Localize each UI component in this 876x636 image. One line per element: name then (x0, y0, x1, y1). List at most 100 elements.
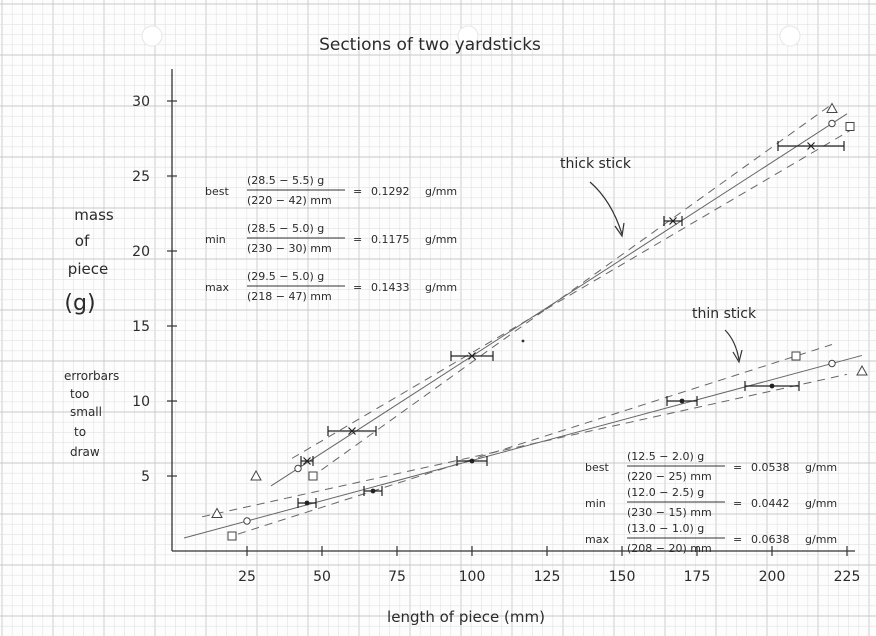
thick-min-denominator: (230 − 30) mm (247, 242, 332, 255)
x-tick-label: 25 (238, 569, 256, 585)
thin-data-point (370, 488, 376, 494)
y-tick-label: 10 (132, 394, 150, 410)
x-tick-label: 225 (834, 569, 861, 585)
thick-data-point (303, 457, 311, 465)
y-tick-label: 25 (132, 169, 150, 185)
thin-max-marker (791, 351, 801, 361)
thick-stick-arrow (589, 181, 623, 235)
thin-min-unit: g/mm (805, 497, 837, 510)
thin-min-fit-line (201, 373, 848, 518)
axes: 25 50 75 100 125 150 175 200 225 5 10 15 20 25 30 (132, 69, 860, 585)
y-axis-label: mass of piece (g) (64, 206, 113, 316)
thin-data-point (469, 458, 475, 464)
x-tick-label: 50 (313, 569, 331, 585)
thin-best-label: best (585, 461, 609, 474)
stray-dot (521, 339, 525, 343)
thick-min-equals: = (353, 233, 362, 246)
y-tick-label: 5 (141, 469, 150, 485)
thin-best-unit: g/mm (805, 461, 837, 474)
fit-lines (183, 102, 868, 541)
y-label-line-4: (g) (64, 291, 95, 316)
thin-max-numerator: (13.0 − 1.0) g (627, 522, 704, 535)
binder-hole-left (141, 25, 163, 47)
x-tick-label: 150 (609, 569, 636, 585)
thin-best-denominator: (220 − 25) mm (627, 470, 712, 483)
thin-best-equals: = (733, 461, 742, 474)
thick-max-denominator: (218 − 47) mm (247, 290, 332, 303)
thick-stick-label: thick stick (560, 156, 632, 172)
thin-slope-calculations: best (12.5 − 2.0) g (220 − 25) mm = 0.0538 g/… (585, 450, 837, 555)
thick-best-label: best (205, 185, 229, 198)
thick-min-marker (826, 102, 838, 113)
note-line-4: to (74, 425, 86, 439)
thin-max-label: max (585, 533, 609, 546)
thick-best-fit-line (270, 113, 848, 487)
x-tick-label: 175 (684, 569, 711, 585)
thin-max-fit-line (237, 344, 833, 535)
thin-min-numerator: (12.0 − 2.5) g (627, 486, 704, 499)
y-label-line-2: of (75, 232, 90, 250)
thin-min-marker (211, 507, 223, 518)
thick-max-unit: g/mm (425, 281, 457, 294)
thick-slope-calculations: best (28.5 − 5.5) g (220 − 42) mm = 0.1292 g/… (205, 174, 457, 303)
x-tick-label: 125 (534, 569, 561, 585)
thick-min-fit-line (291, 130, 851, 459)
y-tick-label: 15 (132, 319, 150, 335)
thin-min-equals: = (733, 497, 742, 510)
thin-best-marker (243, 517, 251, 525)
thick-data-point (348, 427, 356, 435)
thick-best-marker (294, 464, 302, 473)
thick-stick-arrowhead (614, 222, 625, 238)
thick-best-equals: = (353, 185, 362, 198)
note-line-1: errorbars (64, 369, 119, 383)
x-axis-label: length of piece (mm) (387, 608, 545, 626)
thin-best-marker (828, 359, 836, 368)
thick-data-point (669, 217, 677, 225)
thick-min-unit: g/mm (425, 233, 457, 246)
thick-max-fit-line (309, 103, 833, 479)
thin-min-result: 0.0442 (751, 497, 790, 510)
thick-best-denominator: (220 − 42) mm (247, 194, 332, 207)
thin-data-point (679, 398, 685, 404)
thick-max-numerator: (29.5 − 5.0) g (247, 270, 324, 283)
thick-best-numerator: (28.5 − 5.5) g (247, 174, 324, 187)
thick-data-point (807, 142, 815, 150)
thin-data-point (769, 383, 775, 389)
thick-best-unit: g/mm (425, 185, 457, 198)
thin-stick-arrow (724, 329, 740, 361)
thick-max-label: max (205, 281, 229, 294)
thin-data-point (304, 500, 310, 506)
note-line-2: too (70, 387, 89, 401)
y-tick-label: 30 (132, 94, 150, 110)
y-tick-label: 20 (132, 244, 150, 260)
x-tick-label: 100 (459, 569, 486, 585)
x-tick-label: 200 (759, 569, 786, 585)
thin-min-label: min (585, 497, 606, 510)
y-label-line-1: mass (74, 206, 114, 224)
thin-max-marker (227, 531, 237, 541)
thin-max-result: 0.0638 (751, 533, 790, 546)
thick-min-numerator: (28.5 − 5.0) g (247, 222, 324, 235)
chart-title: Sections of two yardsticks (319, 35, 541, 55)
note-line-3: small (70, 405, 102, 419)
x-tick-label: 75 (388, 569, 406, 585)
thick-max-equals: = (353, 281, 362, 294)
note-line-5: draw (70, 445, 100, 459)
thick-max-marker (308, 471, 318, 481)
thick-best-marker (828, 119, 836, 128)
thin-max-unit: g/mm (805, 533, 837, 546)
thin-stick-arrowhead (732, 349, 743, 364)
thin-max-equals: = (733, 533, 742, 546)
thick-data-point (468, 352, 476, 360)
thick-max-result: 0.1433 (371, 281, 410, 294)
errorbar-note: errorbars too small to draw (64, 369, 119, 459)
binder-hole-right (779, 25, 801, 47)
thick-min-result: 0.1175 (371, 233, 410, 246)
binder-hole-center (457, 25, 479, 47)
thick-max-marker (845, 122, 855, 131)
thin-max-denominator: (208 − 20) mm (627, 542, 712, 555)
thin-best-result: 0.0538 (751, 461, 790, 474)
data-points (297, 141, 845, 508)
thick-min-label: min (205, 233, 226, 246)
